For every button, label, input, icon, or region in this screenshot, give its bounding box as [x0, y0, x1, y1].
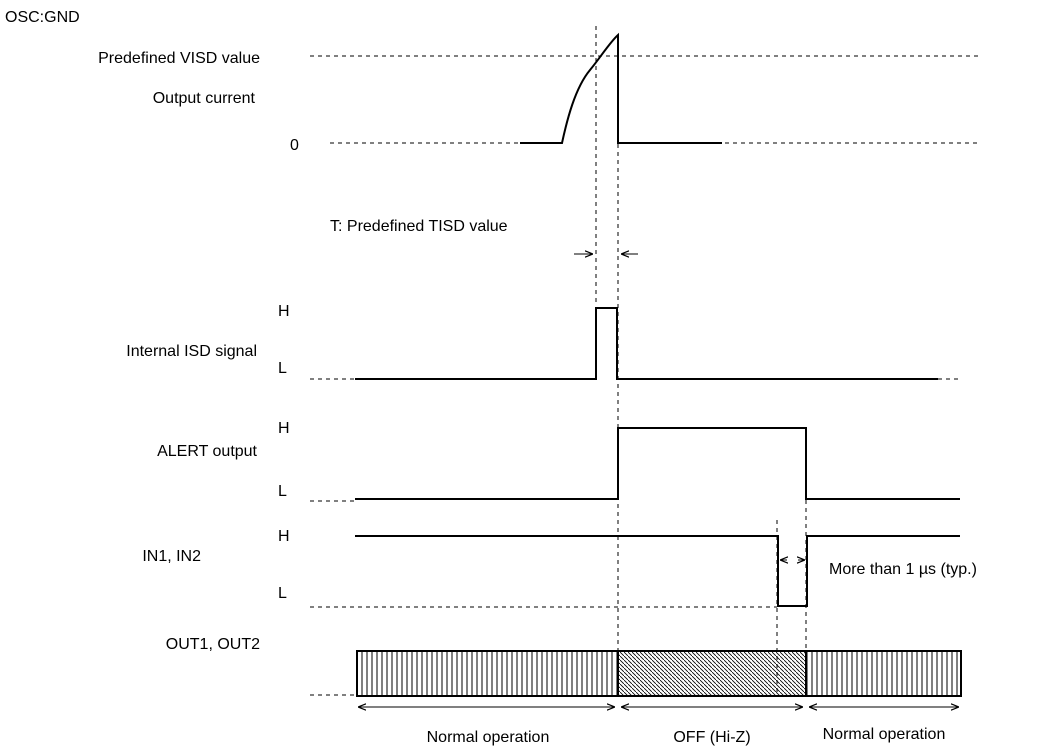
state-normal-1: Normal operation — [427, 729, 550, 746]
isd-high-label: H — [278, 303, 290, 320]
state-normal-2: Normal operation — [823, 726, 946, 743]
zero-label: 0 — [290, 137, 299, 154]
isd-low-label: L — [278, 360, 287, 377]
out-normal-1-fill — [357, 651, 618, 696]
out-label: OUT1, OUT2 — [166, 636, 260, 653]
alert-waveform — [355, 427, 960, 500]
out-bar-outline — [356, 650, 962, 697]
output-current-waveform — [520, 32, 722, 144]
alert-output-label: ALERT output — [157, 443, 257, 460]
out-normal-2-fill — [806, 651, 961, 696]
in-high-label: H — [278, 528, 290, 545]
osc-gnd-label: OSC:GND — [5, 9, 80, 26]
isd-waveform — [355, 307, 938, 380]
output-current-label: Output current — [153, 90, 256, 107]
pulse-width-note: More than 1 µs (typ.) — [829, 561, 977, 578]
in-low-label: L — [278, 585, 287, 602]
alert-low-label: L — [278, 483, 287, 500]
isd-signal-label: Internal ISD signal — [126, 343, 257, 360]
out-off-fill — [618, 651, 806, 696]
visd-label: Predefined VISD value — [98, 50, 260, 67]
tisd-label: T: Predefined TISD value — [330, 218, 508, 235]
state-off: OFF (Hi-Z) — [673, 729, 750, 746]
in-waveform — [355, 535, 960, 607]
in-label: IN1, IN2 — [142, 548, 201, 565]
alert-high-label: H — [278, 420, 290, 437]
